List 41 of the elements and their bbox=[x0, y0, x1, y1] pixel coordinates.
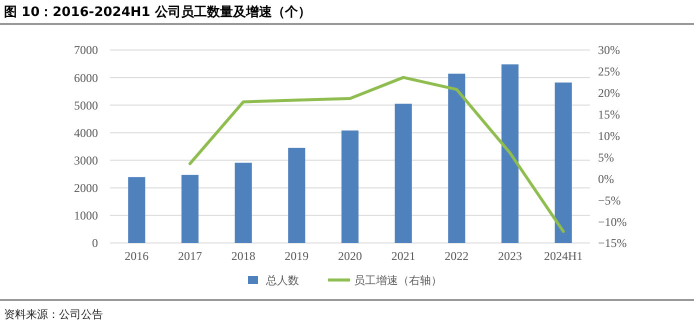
x-tick-label: 2022 bbox=[444, 249, 469, 263]
bar bbox=[234, 162, 252, 243]
y-tick-label: 7000 bbox=[74, 43, 98, 58]
y2-tick-label: −15% bbox=[598, 236, 627, 250]
y2-tick-label: 20% bbox=[598, 86, 620, 100]
y2-tick-label: 25% bbox=[598, 64, 620, 79]
x-tick-label: 2017 bbox=[178, 249, 202, 263]
bar bbox=[501, 64, 519, 243]
y2-tick-label: −5% bbox=[598, 193, 621, 208]
y2-tick-label: 10% bbox=[598, 128, 620, 143]
x-tick-label: 2023 bbox=[498, 249, 522, 263]
line-series bbox=[188, 76, 565, 233]
chart-title: 图 10：2016-2024H1 公司员工数量及增速（个） bbox=[4, 5, 311, 20]
bar bbox=[181, 174, 199, 243]
x-tick-label: 2021 bbox=[391, 249, 416, 263]
bar bbox=[341, 130, 359, 243]
bar bbox=[288, 148, 306, 243]
x-tick-label: 2018 bbox=[231, 249, 256, 263]
x-tick-label: 2024H1 bbox=[544, 249, 583, 263]
y-tick-label: 2000 bbox=[74, 181, 98, 196]
bar bbox=[554, 82, 572, 243]
y2-tick-label: −10% bbox=[598, 214, 627, 229]
text: 资料来源：公司公告 bbox=[4, 308, 103, 321]
bar bbox=[128, 177, 146, 243]
y-tick-label: 5000 bbox=[74, 98, 98, 112]
bar bbox=[448, 74, 466, 243]
y2-tick-label: 5% bbox=[598, 150, 614, 164]
x-tick-label: 2019 bbox=[284, 249, 309, 263]
y-tick-label: 6000 bbox=[74, 70, 98, 85]
legend-label: 总人数 bbox=[265, 274, 299, 287]
y2-tick-label: 30% bbox=[598, 43, 620, 58]
legend-label: 员工增速（右轴） bbox=[354, 274, 442, 287]
x-tick-label: 2020 bbox=[338, 249, 362, 263]
y-tick-label: 3000 bbox=[74, 153, 98, 168]
x-tick-label: 2016 bbox=[124, 249, 149, 263]
y2-tick-label: 0% bbox=[598, 172, 614, 186]
y-tick-label: 1000 bbox=[74, 208, 98, 223]
y2-tick-label: 15% bbox=[598, 108, 620, 122]
bar bbox=[394, 104, 412, 243]
y-tick-label: 4000 bbox=[74, 126, 98, 140]
y-tick-label: 0 bbox=[92, 236, 98, 250]
